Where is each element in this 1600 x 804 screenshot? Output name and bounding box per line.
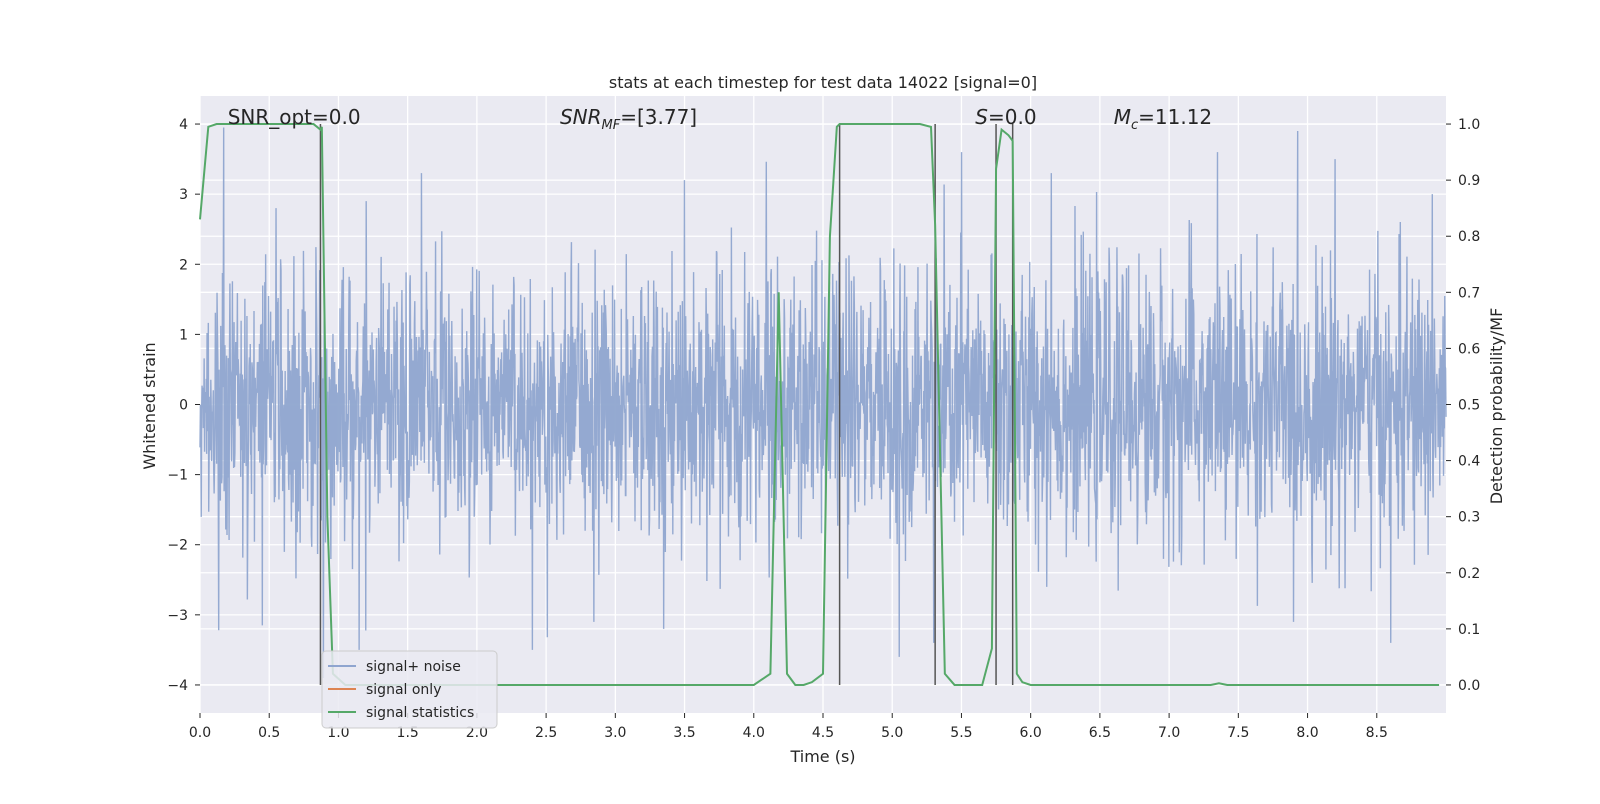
legend-label: signal statistics	[366, 705, 474, 721]
y-tick-label-left: 3	[179, 187, 188, 203]
x-tick-label: 3.5	[673, 725, 695, 741]
y-tick-label-right: 0.7	[1458, 285, 1480, 301]
y-tick-label-right: 0.1	[1458, 622, 1480, 638]
annotation-text: S=0.0	[975, 105, 1036, 129]
x-axis-label: Time (s)	[789, 747, 855, 766]
y-tick-label-left: −3	[167, 608, 188, 624]
y-tick-label-left: 2	[179, 257, 188, 273]
y-axis-label-left: Whitened strain	[140, 342, 159, 469]
x-tick-label: 0.0	[189, 725, 211, 741]
series-signal-noise	[199, 127, 1447, 678]
legend: signal+ noise signal only signal statistic…	[321, 650, 498, 729]
x-tick-label: 7.5	[1227, 725, 1249, 741]
x-tick-label: 3.0	[604, 725, 626, 741]
y-tick-label-right: 0.4	[1458, 454, 1480, 470]
x-tick-label: 4.0	[743, 725, 765, 741]
x-tick-label: 2.0	[466, 725, 488, 741]
y-tick-label-left: −1	[167, 468, 188, 484]
legend-label: signal only	[366, 682, 441, 698]
annotations: SNR_opt=0.0 SNRMF=[3.77] S=0.0 Mc=11.12	[228, 105, 1212, 133]
y-tick-label-right: 0.3	[1458, 510, 1480, 526]
y-tick-label-left: −2	[167, 538, 188, 554]
signal-noise-line	[199, 127, 1447, 678]
x-tick-label: 6.0	[1020, 725, 1042, 741]
x-tick-label: 1.0	[327, 725, 349, 741]
signal-statistics-line	[199, 123, 1440, 686]
annotation-text: Mc=11.12	[1114, 105, 1212, 133]
y-tick-label-right: 0.2	[1458, 566, 1480, 582]
y-tick-label-right: 0.5	[1458, 398, 1480, 414]
y-tick-label-left: 0	[179, 398, 188, 414]
x-tick-label: 5.0	[881, 725, 903, 741]
x-tick-label: 8.0	[1296, 725, 1318, 741]
annotation-text: SNRMF=[3.77]	[560, 105, 697, 133]
x-tick-label: 2.5	[535, 725, 557, 741]
y-tick-label-right: 0.0	[1458, 678, 1480, 694]
legend-box	[321, 650, 498, 729]
y-tick-label-right: 0.9	[1458, 173, 1480, 189]
y-tick-label-right: 0.8	[1458, 229, 1480, 245]
y-tick-label-right: 1.0	[1458, 117, 1480, 133]
x-tick-label: 8.5	[1366, 725, 1388, 741]
series-signal-statistics	[199, 123, 1440, 686]
tick-labels: 0.0 0.5 1.0 1.5 2.0 2.5 3.0 3.5 4.0 4.5 5.0 5.5 6.0 6…	[167, 117, 1480, 741]
y-tick-label-left: −4	[167, 678, 188, 694]
x-tick-label: 4.5	[812, 725, 834, 741]
y-axis-label-right: Detection probability/MF	[1487, 308, 1506, 505]
x-tick-label: 0.5	[258, 725, 280, 741]
y-tick-label-left: 4	[179, 117, 188, 133]
x-tick-label: 6.5	[1089, 725, 1111, 741]
x-tick-label: 7.0	[1158, 725, 1180, 741]
chart-title: stats at each timestep for test data 140…	[609, 73, 1037, 92]
y-tick-label-left: 1	[179, 327, 188, 343]
annotation-text: SNR_opt=0.0	[228, 105, 361, 129]
y-tick-label-right: 0.6	[1458, 341, 1480, 357]
x-tick-label: 1.5	[397, 725, 419, 741]
x-tick-label: 5.5	[950, 725, 972, 741]
legend-label: signal+ noise	[366, 659, 461, 675]
